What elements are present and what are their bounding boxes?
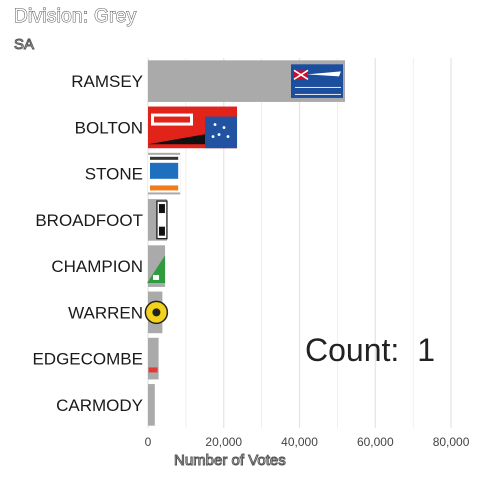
- party-logos: [144, 64, 343, 373]
- unknown-black-white-logo-icon: [156, 200, 168, 240]
- x-tick-label: 80,000: [433, 435, 470, 449]
- category-label: STONE: [85, 165, 143, 184]
- x-axis-ticks: 0 20,000 40,000 60,000 80,000: [145, 435, 470, 449]
- category-label: RAMSEY: [71, 72, 143, 91]
- x-tick-label: 0: [145, 435, 152, 449]
- y-axis-labels: RAMSEY BOLTON STONE BROADFOOT CHAMPION WARREN…: [32, 72, 143, 415]
- bar-carmody: [148, 384, 155, 426]
- greens-logo-icon: [147, 255, 166, 283]
- bar-edgecombe: [148, 337, 159, 380]
- count-display: Count: 1: [305, 332, 435, 369]
- unknown-red-logo-icon: [148, 367, 158, 373]
- state-subtitle: SA: [13, 36, 35, 54]
- category-label: CHAMPION: [51, 257, 143, 276]
- category-label: BOLTON: [75, 118, 143, 137]
- x-tick-label: 60,000: [357, 435, 394, 449]
- category-label: BROADFOOT: [35, 211, 143, 230]
- x-axis-label: Number of Votes: [174, 452, 287, 470]
- one-nation-logo-icon: [148, 154, 181, 193]
- labor-logo-icon: [148, 106, 238, 149]
- count-value: 1: [417, 332, 436, 368]
- category-label: EDGECOMBE: [32, 350, 143, 369]
- category-label: CARMODY: [56, 396, 143, 415]
- liberal-logo-icon: [290, 64, 343, 98]
- family-first-logo-icon: [144, 300, 169, 325]
- division-title: Division: Grey: [13, 6, 137, 28]
- x-tick-label: 40,000: [281, 435, 318, 449]
- count-label: Count:: [305, 332, 400, 368]
- x-tick-label: 20,000: [205, 435, 242, 449]
- category-label: WARREN: [68, 303, 143, 322]
